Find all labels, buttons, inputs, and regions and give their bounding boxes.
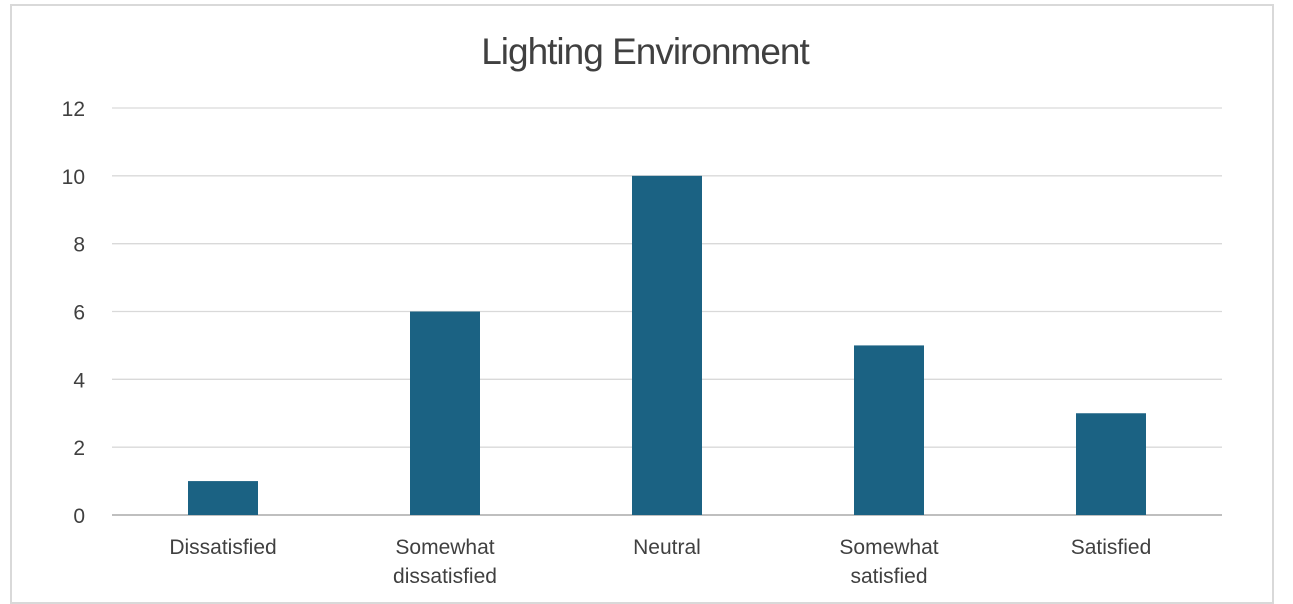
x-tick-label: Somewhat satisfied [839, 536, 938, 588]
bars [188, 175, 1146, 516]
x-tick-label-line: Satisfied [1071, 536, 1152, 559]
x-tick-label: Dissatisfied [169, 536, 276, 559]
x-axis-ticks: Dissatisfied Somewhat dissatisfied Neutral S… [169, 536, 1151, 588]
y-tick-label: 12 [62, 98, 85, 121]
y-axis-ticks: 0 2 4 6 8 10 12 [62, 98, 86, 528]
x-tick-label-line: Dissatisfied [169, 536, 276, 559]
x-tick-label: Satisfied [1071, 536, 1152, 559]
x-tick-label: Neutral [633, 536, 701, 559]
x-tick-label-line: dissatisfied [393, 565, 497, 588]
bar-chart: Lighting Environment 0 2 4 6 8 10 12 Dissatisf… [62, 31, 1222, 588]
x-tick-label-line: Somewhat [395, 536, 494, 559]
bar-neutral [632, 175, 702, 516]
y-tick-label: 10 [62, 166, 85, 189]
x-tick-label: Somewhat dissatisfied [393, 536, 497, 588]
x-tick-label-line: satisfied [850, 565, 927, 588]
x-tick-label-line: Neutral [633, 536, 701, 559]
y-tick-label: 2 [73, 437, 85, 460]
chart-title: Lighting Environment [481, 31, 810, 72]
y-tick-label: 6 [73, 302, 85, 325]
x-tick-label-line: Somewhat [839, 536, 938, 559]
y-tick-label: 4 [73, 369, 85, 392]
bar-dissatisfied [188, 481, 258, 515]
bar-somewhat-satisfied [854, 345, 924, 515]
bar-satisfied [1076, 413, 1146, 515]
y-tick-label: 0 [73, 505, 85, 528]
y-tick-label: 8 [73, 234, 85, 257]
bar-somewhat-dissatisfied [410, 311, 480, 515]
